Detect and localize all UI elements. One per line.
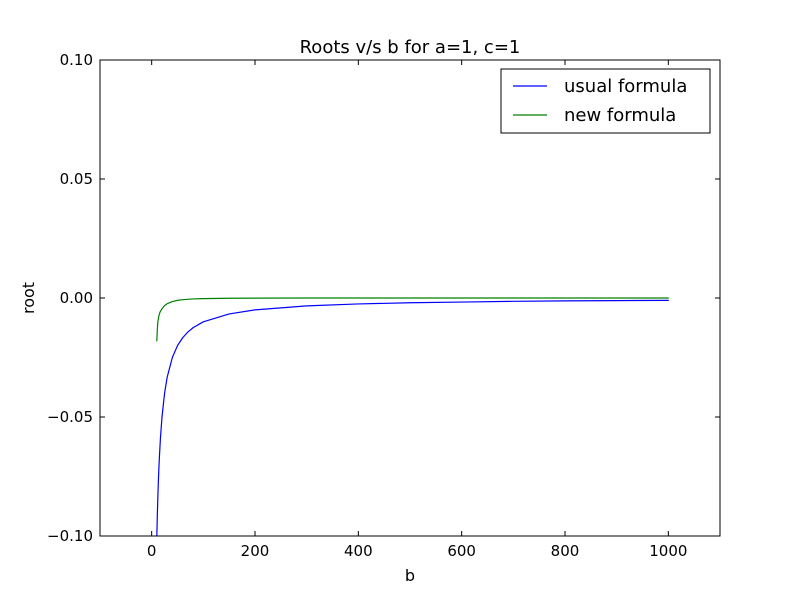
x-tick-label: 0 (147, 542, 157, 560)
x-axis-label: b (405, 566, 415, 585)
plot-area: 0 200 400 600 800 1000 0.10 0.05 0.00 −0.05 −0.10 (47, 51, 721, 560)
y-tick-label: −0.10 (47, 527, 93, 545)
x-tick-label: 600 (447, 542, 476, 560)
series-layer (156, 297, 669, 537)
series-line-usual-formula (156, 299, 669, 537)
legend-frame (500, 68, 711, 134)
x-tick-label: 800 (551, 542, 580, 560)
x-tick-label: 400 (344, 542, 373, 560)
legend-label-new-formula: new formula (564, 105, 676, 126)
chart-title: Roots v/s b for a=1, c=1 (300, 37, 521, 58)
y-tick-label: 0.00 (60, 289, 93, 307)
x-tick-label: 1000 (649, 542, 687, 560)
legend: usual formula new formula (500, 68, 711, 134)
legend-label-usual-formula: usual formula (564, 76, 687, 97)
series-line-new-formula (156, 297, 669, 342)
ticks-layer: 0 200 400 600 800 1000 0.10 0.05 0.00 −0.05 −0.10 (47, 51, 720, 560)
x-tick-label: 200 (241, 542, 270, 560)
y-tick-label: −0.05 (47, 408, 93, 426)
y-axis-label: root (19, 282, 38, 314)
plot-frame (99, 59, 721, 537)
y-tick-label: 0.10 (60, 51, 93, 69)
y-tick-label: 0.05 (60, 170, 93, 188)
